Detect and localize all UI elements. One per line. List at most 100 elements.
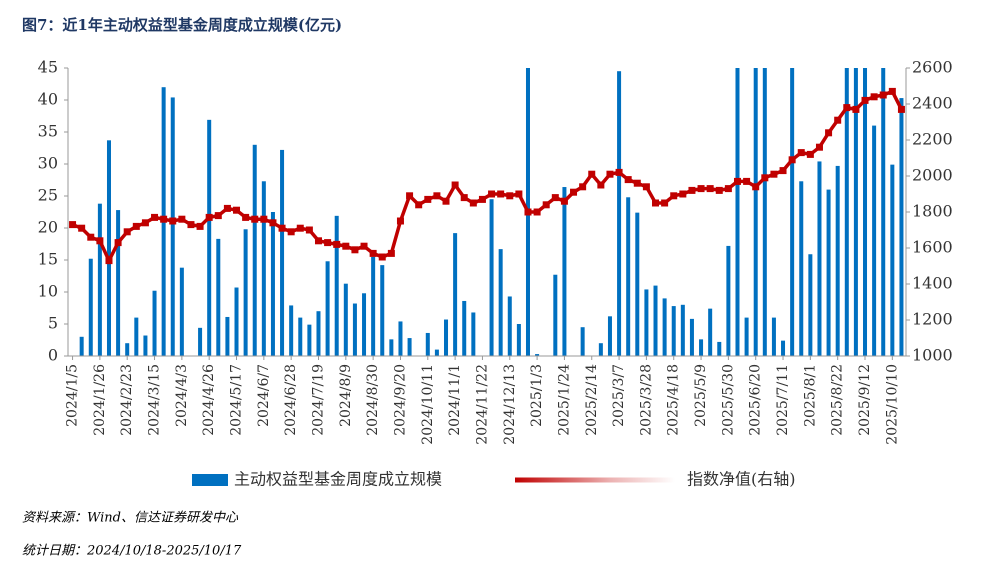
- bar: [453, 233, 458, 356]
- y-tick-label: 25: [38, 186, 58, 205]
- bar: [808, 254, 813, 356]
- chart-title: 图7：近1年主动权益型基金周度成立规模(亿元): [22, 16, 342, 34]
- marker: [752, 183, 760, 191]
- bar: [343, 283, 348, 356]
- y-tick-label: 10: [38, 282, 58, 301]
- y2-tick-label: 2200: [912, 130, 953, 149]
- date-note: 统计日期：2024/10/18-2025/10/17: [22, 544, 242, 559]
- bar: [216, 238, 221, 356]
- marker: [661, 199, 669, 207]
- bar: [872, 125, 877, 356]
- bar: [407, 338, 412, 356]
- bar: [434, 349, 439, 356]
- bar: [607, 316, 612, 356]
- bar: [371, 256, 376, 356]
- x-tick-label: 2025/9/12: [857, 364, 873, 436]
- bar: [826, 189, 831, 356]
- marker: [387, 249, 395, 257]
- marker: [834, 116, 842, 124]
- marker: [633, 179, 641, 187]
- source-note: 资料来源：Wind、信达证券研发中心: [22, 511, 239, 526]
- y-tick-label: 30: [38, 154, 58, 173]
- marker: [579, 183, 587, 191]
- marker: [861, 96, 869, 104]
- y-tick-label: 15: [38, 250, 58, 269]
- bar: [635, 212, 640, 356]
- marker: [324, 239, 332, 247]
- bar: [708, 308, 713, 356]
- marker: [897, 105, 905, 113]
- marker: [342, 242, 350, 250]
- marker: [870, 93, 878, 101]
- x-tick-label: 2025/8/1: [802, 364, 818, 427]
- marker: [652, 199, 660, 207]
- x-tick-label: 2025/8/22: [830, 364, 846, 436]
- bar: [79, 336, 84, 356]
- marker: [296, 224, 304, 232]
- x-tick-label: 2024/2/23: [119, 364, 135, 436]
- x-tick-label: 2025/4/18: [666, 364, 682, 436]
- x-tick-label: 2024/6/28: [283, 364, 299, 436]
- x-tick-label: 2024/11/22: [474, 364, 490, 445]
- bar: [717, 341, 722, 356]
- bar: [644, 289, 649, 356]
- bar: [362, 293, 367, 356]
- bar: [753, 68, 758, 356]
- marker: [542, 201, 550, 209]
- bar: [143, 335, 148, 356]
- marker: [205, 213, 213, 221]
- bar: [380, 265, 385, 356]
- marker: [196, 222, 204, 230]
- marker: [214, 212, 222, 220]
- x-tick-label: 2024/11/1: [447, 364, 463, 436]
- marker: [642, 183, 650, 191]
- x-tick-label: 2024/7/19: [310, 364, 326, 436]
- bar: [844, 68, 849, 356]
- bar: [525, 68, 530, 356]
- marker: [87, 233, 95, 241]
- bar: [653, 285, 658, 356]
- marker: [396, 217, 404, 225]
- marker: [151, 213, 159, 221]
- bar: [617, 71, 622, 356]
- marker: [351, 246, 359, 254]
- bar: [88, 258, 93, 356]
- x-tick-label: 2025/3/28: [638, 364, 654, 436]
- marker: [597, 181, 605, 189]
- x-tick-label: 2024/9/20: [392, 364, 408, 436]
- x-tick-label: 2024/8/30: [365, 364, 381, 436]
- y2-tick-label: 1400: [912, 274, 953, 293]
- bar: [835, 165, 840, 356]
- x-tick-label: 2024/4/3: [174, 364, 190, 427]
- bar: [863, 68, 868, 356]
- marker: [114, 239, 122, 247]
- x-tick-label: 2025/6/20: [748, 364, 764, 436]
- bar: [489, 199, 494, 356]
- bar: [425, 332, 430, 356]
- x-tick-label: 2024/10/11: [420, 364, 436, 445]
- marker: [761, 174, 769, 182]
- bar: [307, 324, 312, 356]
- bar: [462, 300, 467, 356]
- bar: [507, 296, 512, 356]
- y2-tick-label: 2400: [912, 94, 953, 113]
- marker: [478, 195, 486, 203]
- marker: [251, 215, 259, 223]
- marker: [688, 186, 696, 194]
- bar: [516, 324, 521, 356]
- x-tick-label: 2024/6/7: [256, 364, 272, 427]
- x-tick-label: 2024/8/9: [338, 364, 354, 427]
- marker: [670, 192, 678, 200]
- bar: [535, 354, 540, 356]
- marker: [779, 167, 787, 175]
- y2-tick-label: 1600: [912, 238, 953, 257]
- marker: [260, 215, 268, 223]
- legend-swatch: [515, 477, 675, 483]
- marker: [852, 105, 860, 113]
- marker: [825, 129, 833, 137]
- bar: [580, 327, 585, 356]
- bar: [444, 319, 449, 356]
- y-tick-label: 0: [48, 346, 58, 365]
- legend-label: 主动权益型基金周度成立规模: [234, 470, 442, 489]
- marker: [469, 199, 477, 207]
